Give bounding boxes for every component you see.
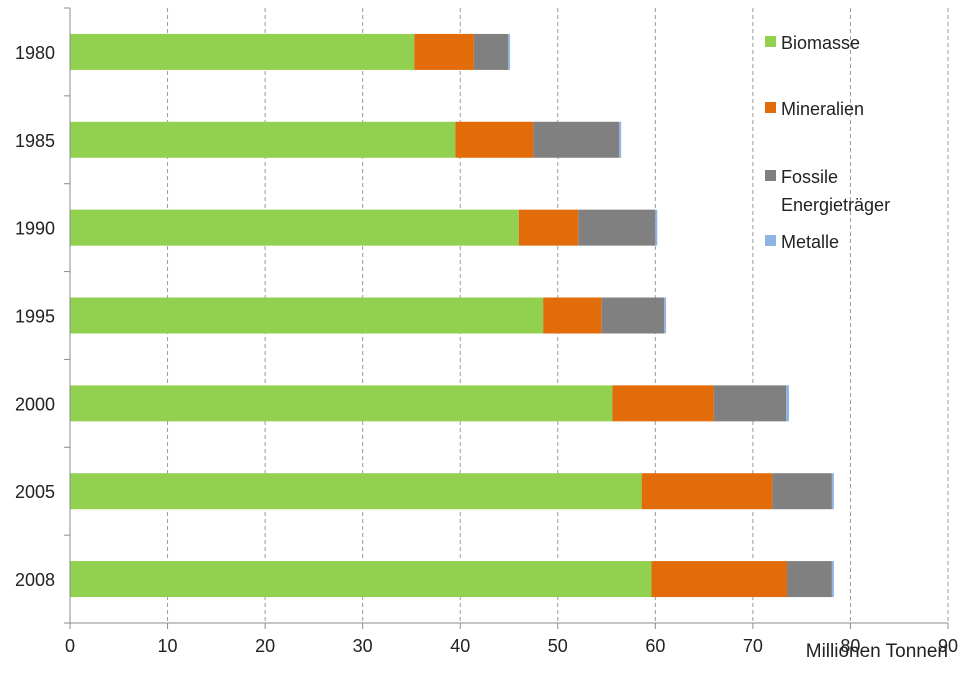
bar-segment <box>70 121 456 158</box>
bar-segment <box>473 33 509 70</box>
y-tick-label: 2005 <box>15 482 55 502</box>
bar-segment <box>786 385 789 422</box>
x-tick-label: 90 <box>938 636 958 656</box>
bar-segment <box>455 121 534 158</box>
y-tick-label: 1980 <box>15 43 55 63</box>
bar-segment <box>641 473 773 510</box>
bar-segment <box>508 33 510 70</box>
bar-segment <box>533 121 620 158</box>
x-tick-labels: 0 10 20 30 40 50 60 70 80 90 <box>65 636 958 656</box>
x-tick-label: 70 <box>743 636 763 656</box>
x-tick-label: 80 <box>840 636 860 656</box>
bar-segment <box>70 33 415 70</box>
x-tick-label: 10 <box>158 636 178 656</box>
y-tick-label: 2000 <box>15 394 55 414</box>
y-tick-label: 1990 <box>15 219 55 239</box>
legend-swatch <box>765 36 776 47</box>
x-tick-label: 0 <box>65 636 75 656</box>
bars <box>70 33 834 598</box>
legend-swatch <box>765 235 776 246</box>
bar-segment <box>831 473 834 510</box>
bar-segment <box>543 297 602 334</box>
y-tick-label: 1985 <box>15 131 55 151</box>
x-tick-label: 20 <box>255 636 275 656</box>
legend: Biomasse Mineralien Fossile Energieträger Me… <box>765 33 890 252</box>
x-tick-label: 50 <box>548 636 568 656</box>
legend-label: Metalle <box>781 232 839 252</box>
bar-segment <box>713 385 787 422</box>
bar-segment <box>787 561 832 598</box>
x-tick-label: 30 <box>353 636 373 656</box>
grid-lines <box>167 8 949 623</box>
y-tick-labels: 1980 1985 1990 1995 2000 2005 2008 <box>15 43 55 590</box>
bar-segment <box>518 209 579 246</box>
bar-segment <box>70 473 642 510</box>
bar-segment <box>612 385 714 422</box>
bar-segment <box>578 209 656 246</box>
legend-label: Fossile Energieträger <box>781 167 890 215</box>
bar-segment <box>831 561 834 598</box>
bar-segment <box>70 561 652 598</box>
legend-label: Mineralien <box>781 99 864 119</box>
bar-segment <box>70 297 544 334</box>
axes <box>64 7 949 629</box>
bar-segment <box>619 121 622 158</box>
x-tick-label: 60 <box>645 636 665 656</box>
bar-segment <box>70 209 519 246</box>
x-tick-label: 40 <box>450 636 470 656</box>
bar-segment <box>414 33 474 70</box>
legend-label: Biomasse <box>781 33 860 53</box>
bar-segment <box>70 385 613 422</box>
legend-swatch <box>765 170 776 181</box>
y-tick-label: 2008 <box>15 570 55 590</box>
x-axis-label: Millionen Tonnen <box>806 641 948 662</box>
legend-swatch <box>765 102 776 113</box>
y-tick-label: 1995 <box>15 307 55 327</box>
bar-segment <box>651 561 788 598</box>
bar-segment <box>655 209 658 246</box>
bar-segment <box>601 297 665 334</box>
bar-segment <box>772 473 832 510</box>
bar-segment <box>664 297 667 334</box>
